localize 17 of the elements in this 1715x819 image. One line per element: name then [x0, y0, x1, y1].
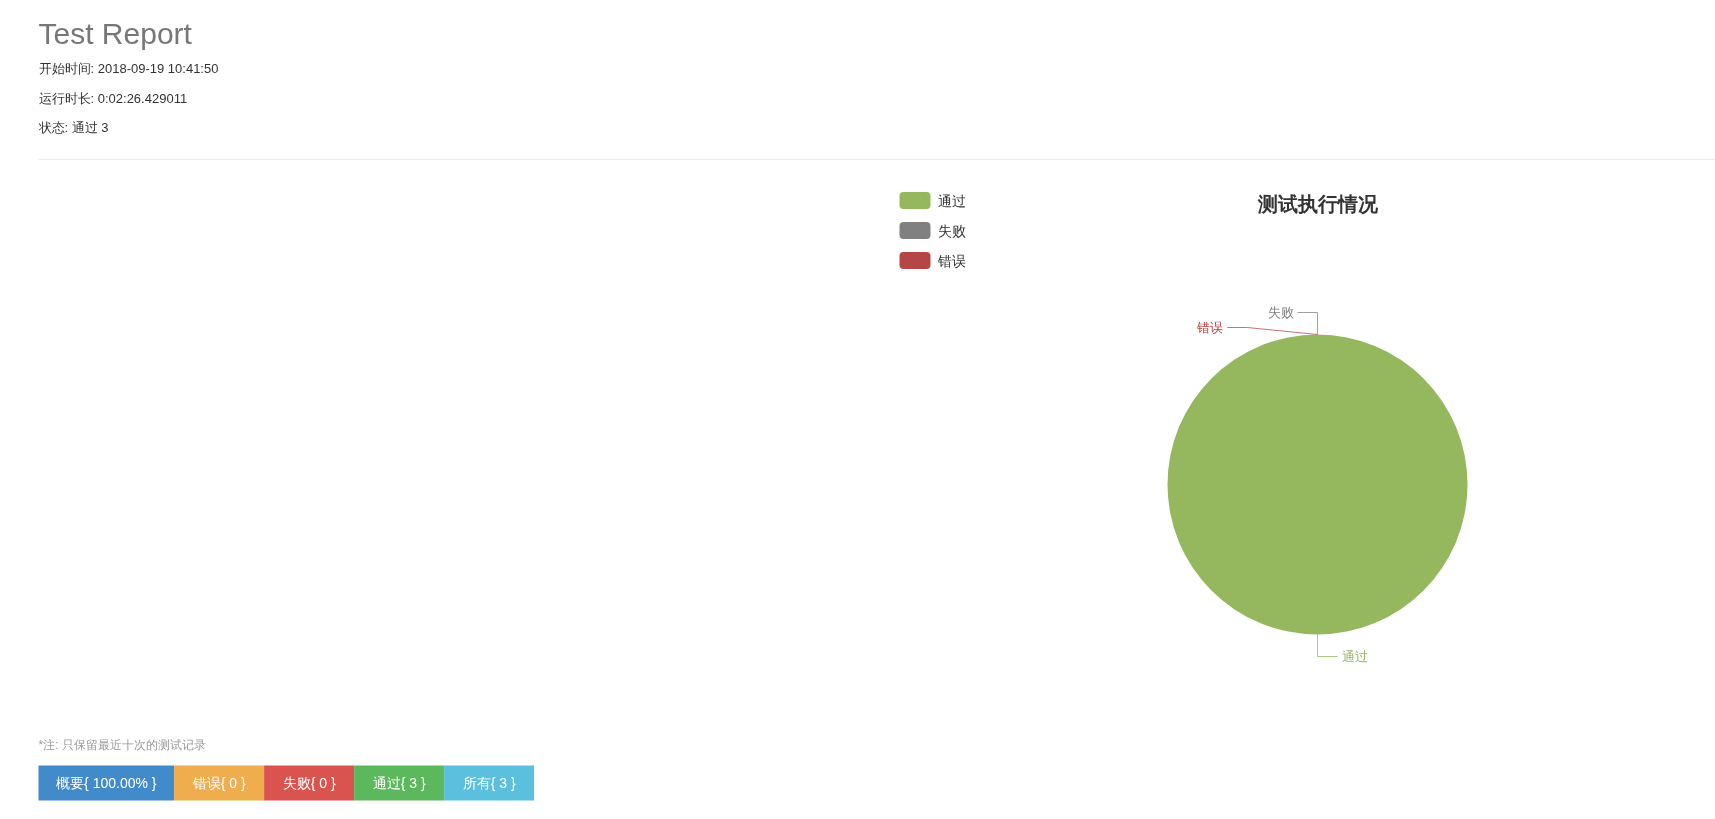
text: 概要{ 100.00% }	[56, 775, 157, 791]
legend-label: 失败	[937, 222, 966, 239]
category-label: 失败	[1267, 305, 1294, 320]
slice-label: 通过	[1341, 649, 1368, 664]
chart-title: 测试执行情况	[1256, 192, 1379, 215]
text: Test Report	[38, 17, 193, 50]
text: 开始时间: 2018-09-19 10:41:50	[38, 61, 219, 76]
text: 运行时长: 0:02:26.429011	[38, 90, 188, 106]
legend-label: 通过	[937, 192, 966, 209]
text: 错误{ 0 }	[191, 775, 246, 791]
legend-label: 错误	[936, 252, 966, 269]
text: *注: 只保留最近十次的测试记录	[38, 737, 206, 752]
text: 状态: 通过 3	[37, 120, 109, 135]
text: 所有{ 3 }	[462, 775, 516, 791]
category-label: 错误	[1197, 320, 1224, 335]
text: 通过{ 3 }	[372, 775, 426, 791]
text: 失败{ 0 }	[282, 775, 336, 791]
